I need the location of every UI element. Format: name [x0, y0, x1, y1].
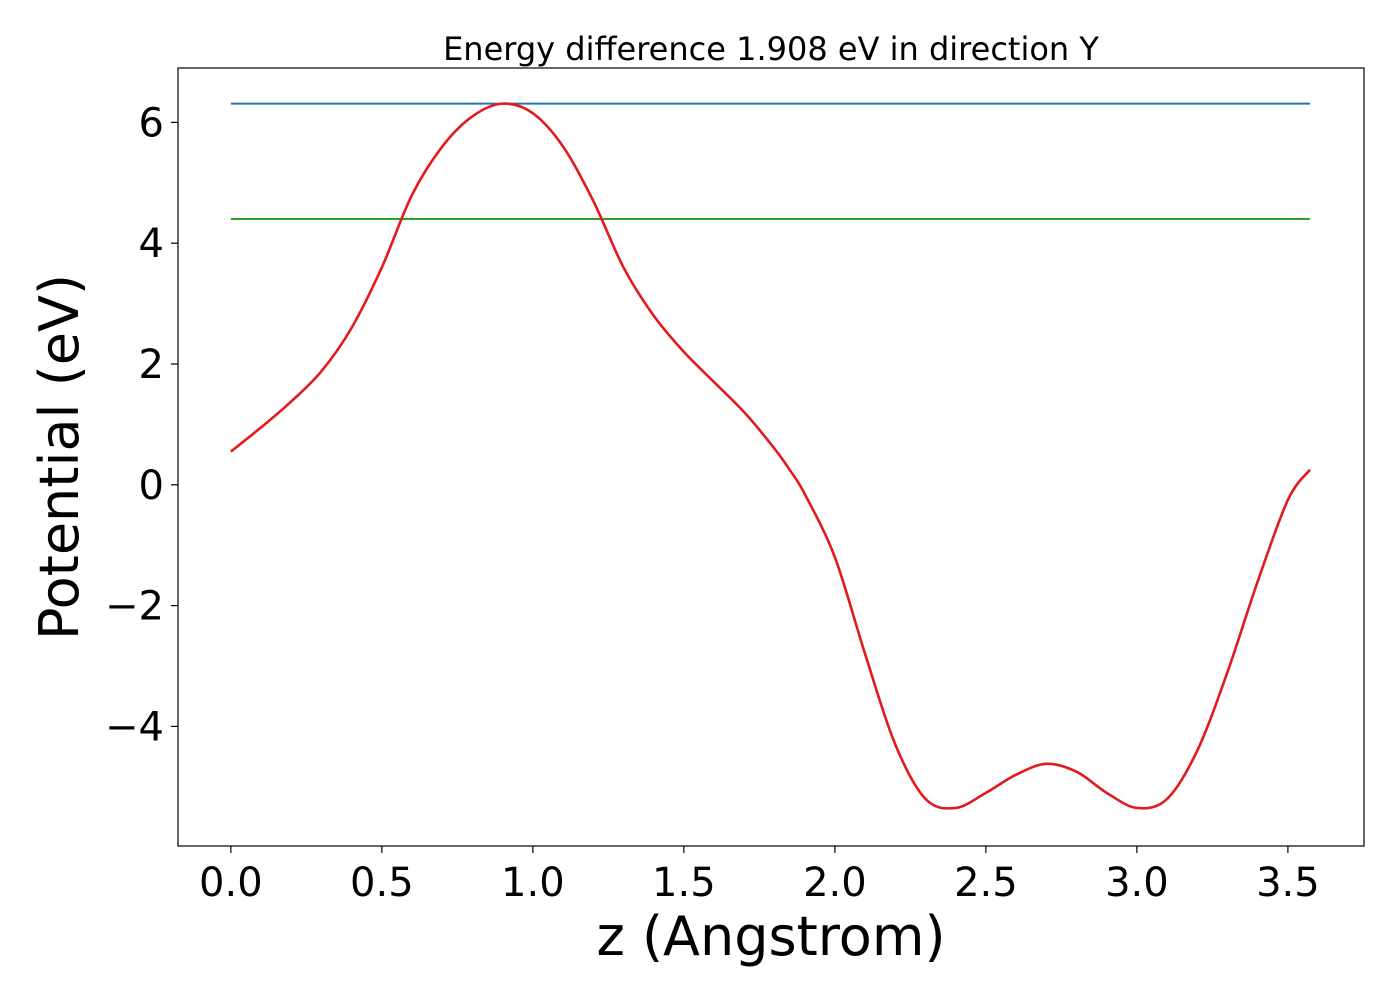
y-tick-label: 4: [139, 221, 164, 267]
plot-frame: [177, 67, 1365, 847]
x-axis-label: z (Angstrom): [596, 905, 945, 968]
x-tick-label: 1.5: [652, 860, 716, 906]
x-tick-label: 1.0: [501, 860, 565, 906]
x-tick-label: 3.0: [1105, 860, 1169, 906]
x-tick-label: 2.0: [803, 860, 867, 906]
y-tick-label: 6: [139, 100, 164, 146]
chart-title: Energy difference 1.908 eV in direction …: [443, 30, 1099, 68]
x-tick-label: 2.5: [954, 860, 1018, 906]
y-axis-label: Potential (eV): [28, 274, 91, 640]
y-tick-label: 2: [139, 342, 164, 388]
series-line-potential: [230, 102, 1311, 810]
x-tick-label: 3.5: [1256, 860, 1320, 906]
y-tick-label: −2: [105, 584, 164, 630]
y-tick-label: 0: [139, 463, 164, 509]
x-tick-label: 0.0: [199, 860, 263, 906]
x-tick-label: 0.5: [350, 860, 414, 906]
y-tick-label: −4: [105, 704, 164, 750]
